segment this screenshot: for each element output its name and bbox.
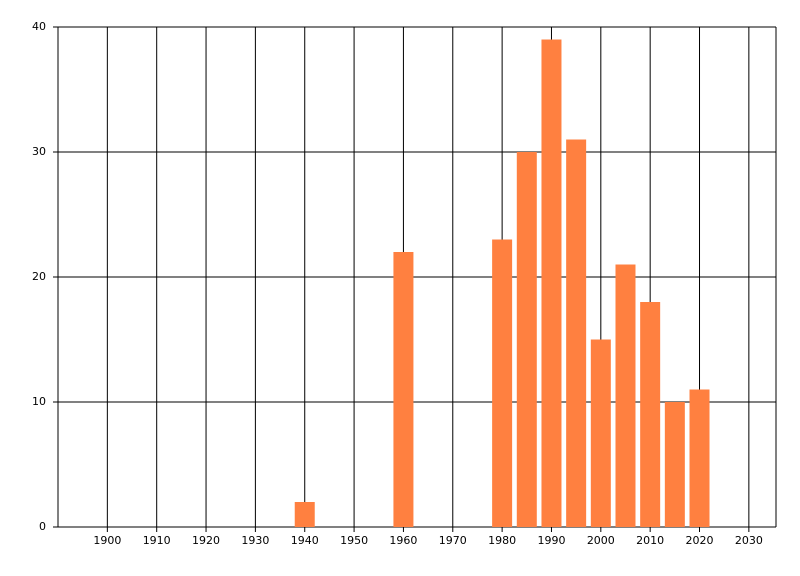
x-tick-label: 2020 — [686, 534, 714, 547]
x-tick-label: 1910 — [143, 534, 171, 547]
bar — [689, 389, 710, 527]
x-tick-label: 1900 — [93, 534, 121, 547]
bar — [640, 302, 661, 527]
x-tick-label: 1920 — [192, 534, 220, 547]
x-tick-label: 2030 — [735, 534, 763, 547]
y-tick-label: 10 — [32, 395, 46, 408]
x-tick-label: 1980 — [488, 534, 516, 547]
x-tick-label: 1960 — [389, 534, 417, 547]
bar — [393, 252, 414, 527]
bar — [664, 402, 685, 527]
bar — [294, 502, 315, 527]
bar — [516, 152, 537, 527]
x-tick-label: 1970 — [439, 534, 467, 547]
y-tick-label: 20 — [32, 270, 46, 283]
x-tick-label: 2000 — [587, 534, 615, 547]
bar — [590, 339, 611, 527]
y-tick-label: 40 — [32, 20, 46, 33]
x-tick-label: 1940 — [291, 534, 319, 547]
x-tick-label: 1990 — [537, 534, 565, 547]
x-tick-label: 1950 — [340, 534, 368, 547]
y-tick-label: 30 — [32, 145, 46, 158]
bar — [492, 239, 513, 527]
x-tick-label: 1930 — [241, 534, 269, 547]
bar — [615, 264, 636, 527]
bar — [566, 139, 587, 527]
bar — [541, 39, 562, 527]
y-tick-label: 0 — [39, 520, 46, 533]
x-tick-label: 2010 — [636, 534, 664, 547]
